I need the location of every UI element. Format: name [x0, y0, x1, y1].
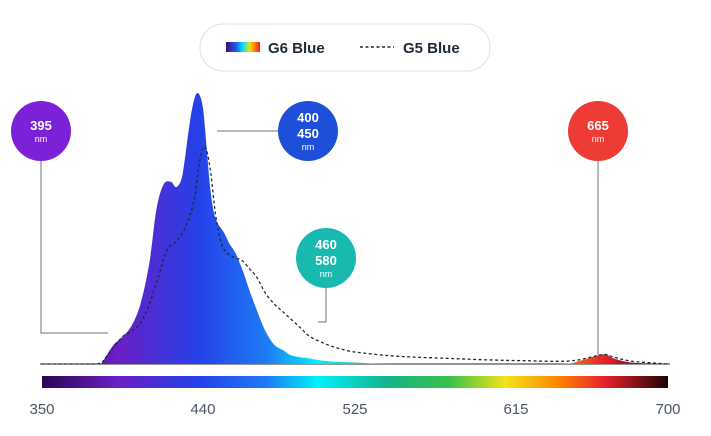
- callout-value: 450: [297, 126, 319, 141]
- callout-unit: nm: [592, 134, 605, 144]
- x-tick-label: 440: [190, 401, 215, 418]
- callout-unit: nm: [320, 269, 333, 279]
- legend-box: [199, 23, 491, 72]
- g6-blue-area: [101, 93, 668, 365]
- g5-blue-line: [42, 145, 669, 365]
- callout-leader-line: [40, 161, 108, 334]
- callout-value: 400: [297, 110, 319, 125]
- callout-bubble: [278, 101, 338, 161]
- legend-label-g6: G6 Blue: [268, 40, 325, 57]
- callout-leader-line: [318, 288, 327, 323]
- callout-bubble: [568, 101, 628, 161]
- legend-label-g5: G5 Blue: [403, 40, 460, 57]
- spectrum-bar: [42, 376, 668, 388]
- callout-value: 580: [315, 253, 337, 268]
- g5-line-layer: [42, 145, 669, 365]
- x-tick-label: 525: [342, 401, 367, 418]
- callout-bubble: [296, 228, 356, 288]
- callout-unit: nm: [35, 134, 48, 144]
- callout-value: 460: [315, 237, 337, 252]
- callout-value: 665: [587, 118, 609, 133]
- g6-area-layer: [101, 93, 668, 365]
- x-tick-label: 615: [503, 401, 528, 418]
- legend: G6 Blue G5 Blue: [199, 23, 491, 72]
- legend-swatch-g6: [226, 42, 260, 52]
- x-tick-label: 350: [29, 401, 54, 418]
- x-tick-labels: 350 440 525 615 700: [29, 401, 680, 418]
- callout-unit: nm: [302, 142, 315, 152]
- x-tick-label: 700: [655, 401, 680, 418]
- callout-value: 395: [30, 118, 52, 133]
- callout-bubble: [11, 101, 71, 161]
